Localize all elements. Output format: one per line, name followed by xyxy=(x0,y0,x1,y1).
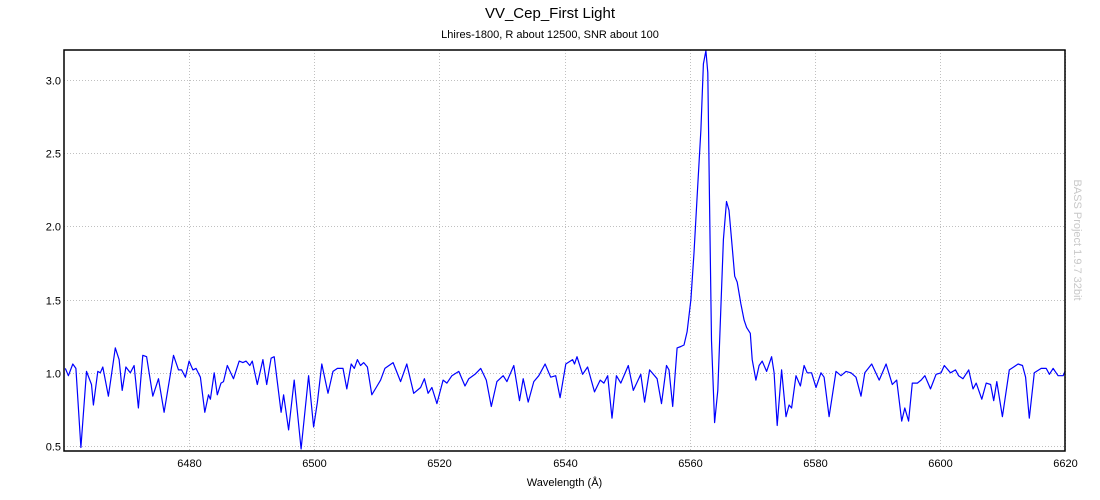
y-tick-label: 1.5 xyxy=(46,296,61,308)
x-tick-label: 6600 xyxy=(928,458,952,470)
watermark-text: BASS Project 1.9.7 32bit xyxy=(1071,179,1083,300)
x-tick-label: 6540 xyxy=(553,458,577,470)
y-axis-ticks: 0.5 1.0 1.5 2.0 2.5 3.0 xyxy=(46,76,61,454)
x-tick-label: 6500 xyxy=(302,458,326,470)
x-tick-label: 6580 xyxy=(803,458,827,470)
y-tick-label: 2.0 xyxy=(46,222,61,234)
x-tick-label: 6480 xyxy=(177,458,201,470)
x-axis-label: Wavelength (Å) xyxy=(527,476,602,489)
x-tick-label: 6620 xyxy=(1053,458,1077,470)
x-axis-ticks: 6480 6500 6520 6540 6560 6580 6600 6620 xyxy=(177,458,1077,470)
x-tick-label: 6520 xyxy=(427,458,451,470)
y-tick-label: 0.5 xyxy=(46,442,61,454)
spectrum-line xyxy=(64,50,1066,450)
y-tick-label: 3.0 xyxy=(46,76,61,88)
grid-lines xyxy=(64,50,1066,451)
chart-title: VV_Cep_First Light xyxy=(484,5,616,22)
x-tick-label: 6560 xyxy=(678,458,702,470)
chart-subtitle: Lhires-1800, R about 12500, SNR about 10… xyxy=(441,29,659,41)
plot-area-frame xyxy=(63,49,1066,452)
y-tick-label: 1.0 xyxy=(46,369,61,381)
y-tick-label: 2.5 xyxy=(46,149,61,161)
